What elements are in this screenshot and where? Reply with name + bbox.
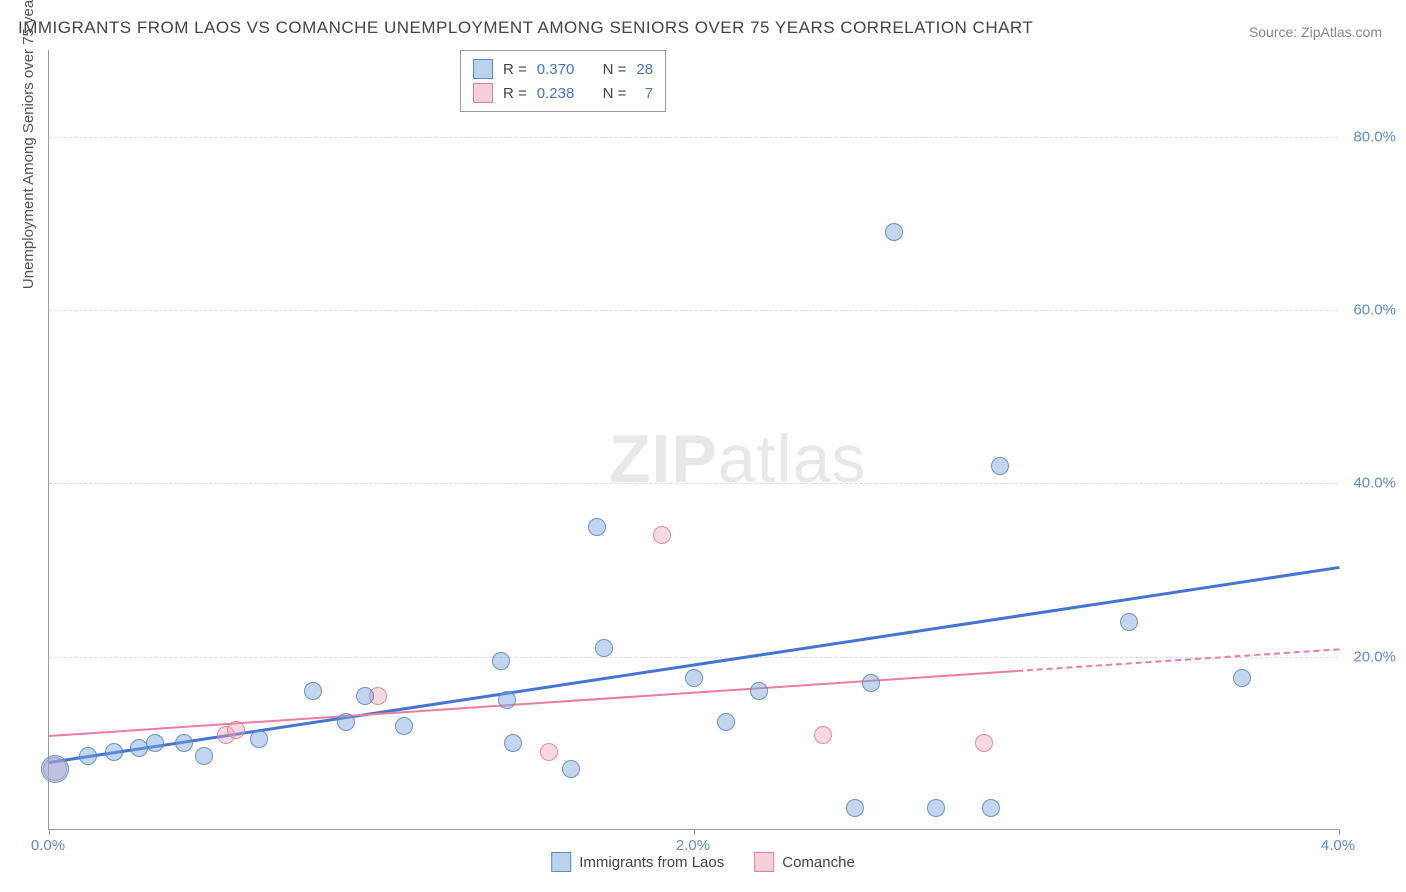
r-value-1: 0.370: [537, 61, 575, 78]
data-point: [146, 734, 164, 752]
gridline: [49, 310, 1338, 311]
data-point: [862, 674, 880, 692]
data-point: [927, 799, 945, 817]
data-point: [1233, 669, 1251, 687]
data-point: [885, 223, 903, 241]
chart-title: IMMIGRANTS FROM LAOS VS COMANCHE UNEMPLO…: [18, 18, 1033, 38]
x-tick-label: 4.0%: [1321, 837, 1355, 854]
data-point: [975, 734, 993, 752]
data-point: [250, 730, 268, 748]
gridline: [49, 483, 1338, 484]
data-point: [337, 713, 355, 731]
data-point: [685, 669, 703, 687]
r-label-1: R =: [503, 61, 527, 78]
x-tick-label: 2.0%: [676, 837, 710, 854]
legend-label-1: Immigrants from Laos: [579, 854, 724, 871]
swatch-pink-icon: [473, 83, 493, 103]
data-point: [175, 734, 193, 752]
y-tick-label: 80.0%: [1353, 128, 1396, 145]
data-point: [846, 799, 864, 817]
data-point: [227, 721, 245, 739]
n-label-1: N =: [603, 61, 627, 78]
legend-item-1: Immigrants from Laos: [551, 852, 724, 872]
data-point: [492, 652, 510, 670]
n-value-2: 7: [636, 85, 653, 102]
data-point: [41, 755, 69, 783]
swatch-blue-icon: [473, 59, 493, 79]
data-point: [1120, 613, 1138, 631]
data-point: [653, 526, 671, 544]
gridline: [49, 657, 1338, 658]
data-point: [814, 726, 832, 744]
data-point: [304, 682, 322, 700]
r-value-2: 0.238: [537, 85, 575, 102]
data-point: [105, 743, 123, 761]
data-point: [504, 734, 522, 752]
data-point: [750, 682, 768, 700]
plot-area: ZIPatlas: [48, 50, 1338, 830]
legend-swatch-blue-icon: [551, 852, 571, 872]
y-tick-label: 60.0%: [1353, 302, 1396, 319]
r-label-2: R =: [503, 85, 527, 102]
stats-row-1: R = 0.370 N = 28: [473, 57, 653, 81]
y-tick-label: 40.0%: [1353, 475, 1396, 492]
data-point: [195, 747, 213, 765]
y-axis-label: Unemployment Among Seniors over 75 years: [20, 0, 37, 289]
source-label: Source: ZipAtlas.com: [1249, 24, 1382, 40]
x-tick-mark: [1339, 829, 1340, 835]
data-point: [982, 799, 1000, 817]
x-tick-label: 0.0%: [31, 837, 65, 854]
legend-swatch-pink-icon: [754, 852, 774, 872]
watermark-bold: ZIP: [609, 421, 718, 497]
data-point: [588, 518, 606, 536]
data-point: [991, 457, 1009, 475]
x-tick-mark: [49, 829, 50, 835]
bottom-legend: Immigrants from Laos Comanche: [551, 852, 855, 872]
y-tick-label: 20.0%: [1353, 648, 1396, 665]
x-tick-mark: [694, 829, 695, 835]
stats-row-2: R = 0.238 N = 7: [473, 81, 653, 105]
data-point: [562, 760, 580, 778]
data-point: [498, 691, 516, 709]
n-value-1: 28: [636, 61, 653, 78]
gridline: [49, 137, 1338, 138]
data-point: [595, 639, 613, 657]
legend-label-2: Comanche: [782, 854, 855, 871]
watermark-rest: atlas: [718, 421, 867, 497]
watermark: ZIPatlas: [609, 420, 866, 498]
data-point: [79, 747, 97, 765]
legend-item-2: Comanche: [754, 852, 855, 872]
stats-box: R = 0.370 N = 28 R = 0.238 N = 7: [460, 50, 666, 112]
data-point: [540, 743, 558, 761]
data-point: [395, 717, 413, 735]
n-label-2: N =: [603, 85, 627, 102]
data-point: [356, 687, 374, 705]
data-point: [717, 713, 735, 731]
trend-line: [1016, 648, 1339, 672]
